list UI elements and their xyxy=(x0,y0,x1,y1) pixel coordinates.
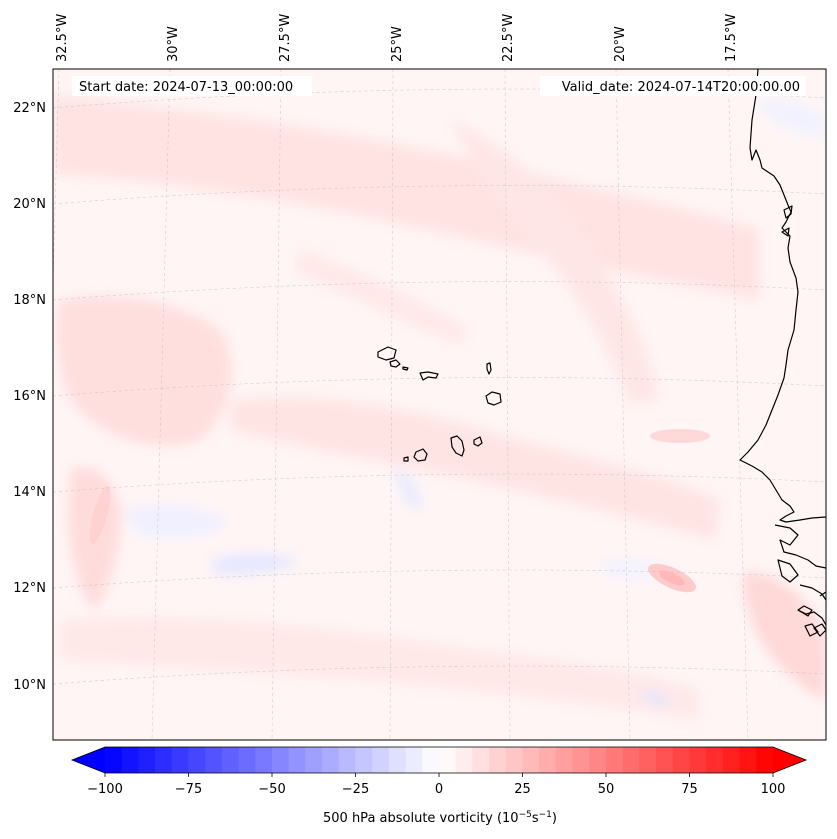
cape-verde-islands xyxy=(377,346,502,462)
lon-label-30w: 30°W xyxy=(166,26,181,62)
map-panel: Start date: 2024-07-13_00:00:00 Valid_da… xyxy=(52,68,827,741)
santiago-island xyxy=(450,435,465,457)
colorbar: −100 −75 −50 −25 0 25 50 75 100 500 hPa absolute… xyxy=(70,746,808,826)
colorbar-tick-label: 100 xyxy=(761,782,786,797)
lat-label-20n: 20°N xyxy=(13,197,46,212)
colorbar-segment xyxy=(455,747,473,773)
colorbar-segment xyxy=(388,747,406,773)
colorbar-segment xyxy=(171,747,189,773)
colorbar-tick-label: −100 xyxy=(87,782,123,797)
colorbar-segment xyxy=(188,747,206,773)
sal-island xyxy=(486,362,492,375)
lat-label-16n: 16°N xyxy=(13,389,46,404)
maio-island xyxy=(473,436,483,447)
fogo-island xyxy=(413,448,428,462)
colorbar-segment xyxy=(355,747,373,773)
colorbar-segment xyxy=(522,747,540,773)
sao-nicolau-island xyxy=(419,371,439,381)
coastlines xyxy=(739,69,826,637)
start-date-label: Start date: 2024-07-13_00:00:00 xyxy=(79,80,293,95)
colorbar-segment xyxy=(439,747,457,773)
gridlines xyxy=(53,69,826,740)
colorbar-segment xyxy=(238,747,256,773)
colorbar-segment xyxy=(606,747,624,773)
colorbar-segment xyxy=(472,747,490,773)
colorbar-segment xyxy=(255,747,273,773)
colorbar-segment xyxy=(505,747,523,773)
colorbar-segment xyxy=(656,747,674,773)
boa-vista-island xyxy=(485,391,502,406)
colorbar-segment xyxy=(572,747,590,773)
longitude-labels: 32.5°W 30°W 27.5°W 25°W 22.5°W 20°W 17.5… xyxy=(55,14,739,62)
valid-date-box xyxy=(540,76,806,96)
colorbar-extend-min xyxy=(72,747,105,773)
colorbar-segment xyxy=(155,747,173,773)
colorbar-ticks: −100 −75 −50 −25 0 25 50 75 100 xyxy=(87,773,785,797)
colorbar-segment xyxy=(672,747,690,773)
colorbar-tick-label: 25 xyxy=(514,782,531,797)
colorbar-tick-label: −25 xyxy=(342,782,369,797)
colorbar-segment xyxy=(305,747,323,773)
vorticity-field xyxy=(53,95,826,720)
lat-label-22n: 22°N xyxy=(13,101,46,116)
lon-label-20w: 20°W xyxy=(613,26,628,62)
colorbar-segment xyxy=(322,747,340,773)
lon-label-32-5w: 32.5°W xyxy=(55,14,70,62)
sao-vicente-island xyxy=(389,359,401,368)
santa-luzia-island xyxy=(402,366,409,371)
colorbar-segment xyxy=(272,747,290,773)
colorbar-segment xyxy=(205,747,223,773)
lat-label-14n: 14°N xyxy=(13,485,46,500)
colorbar-segment xyxy=(338,747,356,773)
colorbar-segment xyxy=(372,747,390,773)
africa-coastline xyxy=(739,69,826,523)
valid-date-label: Valid_date: 2024-07-14T20:00:00.00 xyxy=(562,80,800,95)
colorbar-segment xyxy=(138,747,156,773)
colorbar-segment xyxy=(288,747,306,773)
colorbar-title: 500 hPa absolute vorticity (10−5s−1) xyxy=(323,810,557,826)
colorbar-tick-label: 50 xyxy=(598,782,615,797)
colorbar-segment xyxy=(105,747,123,773)
santo-antao-island xyxy=(377,346,397,361)
latitude-labels: 22°N 20°N 18°N 16°N 14°N 12°N 10°N xyxy=(13,101,46,693)
lat-label-10n: 10°N xyxy=(13,678,46,693)
colorbar-segment xyxy=(555,747,573,773)
colorbar-segments xyxy=(72,747,806,773)
map-frame xyxy=(52,68,827,741)
colorbar-segment xyxy=(422,747,440,773)
colorbar-segment xyxy=(121,747,139,773)
colorbar-segment xyxy=(622,747,640,773)
colorbar-segment xyxy=(722,747,740,773)
colorbar-segment xyxy=(739,747,757,773)
lon-label-25w: 25°W xyxy=(390,26,405,62)
colorbar-tick-label: −50 xyxy=(258,782,285,797)
colorbar-extend-max xyxy=(773,747,806,773)
colorbar-segment xyxy=(489,747,507,773)
colorbar-tick-label: −75 xyxy=(175,782,202,797)
colorbar-segment xyxy=(405,747,423,773)
lat-label-12n: 12°N xyxy=(13,581,46,596)
lon-label-22-5w: 22.5°W xyxy=(501,14,516,62)
colorbar-tick-label: 0 xyxy=(435,782,443,797)
lon-label-27-5w: 27.5°W xyxy=(278,14,293,62)
start-date-box xyxy=(72,76,312,96)
colorbar-segment xyxy=(706,747,724,773)
colorbar-segment xyxy=(756,747,774,773)
lat-label-18n: 18°N xyxy=(13,293,46,308)
colorbar-segment xyxy=(539,747,557,773)
lon-label-17-5w: 17.5°W xyxy=(724,14,739,62)
colorbar-segment xyxy=(221,747,239,773)
colorbar-tick-label: 75 xyxy=(681,782,698,797)
brava-island xyxy=(403,456,409,462)
colorbar-segment xyxy=(589,747,607,773)
colorbar-segment xyxy=(689,747,707,773)
colorbar-segment xyxy=(639,747,657,773)
